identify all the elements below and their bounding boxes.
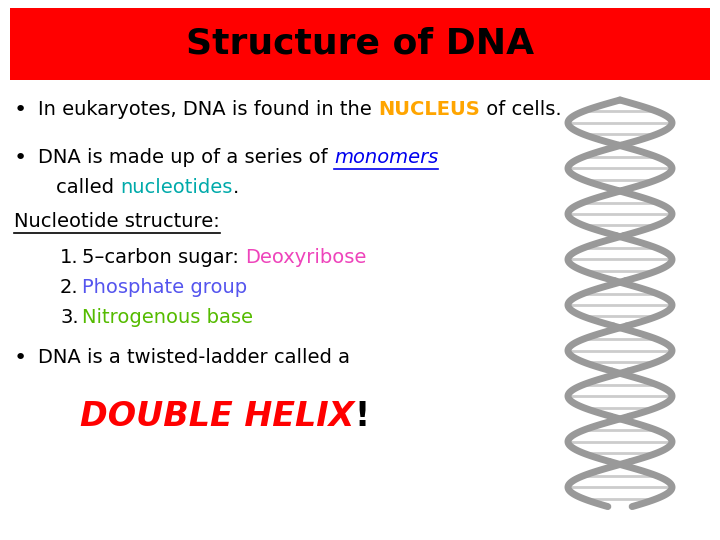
Text: .: . [233,178,239,197]
Text: •: • [14,348,27,368]
Text: 3.: 3. [60,308,78,327]
Text: called: called [56,178,120,197]
Text: •: • [14,148,27,168]
Text: Nitrogenous base: Nitrogenous base [82,308,253,327]
Text: DNA is made up of a series of: DNA is made up of a series of [38,148,334,167]
Text: DOUBLE HELIX: DOUBLE HELIX [80,400,354,433]
Text: nucleotides: nucleotides [120,178,233,197]
Text: NUCLEUS: NUCLEUS [378,100,480,119]
Text: !: ! [354,400,369,433]
Text: DNA is a twisted-ladder called a: DNA is a twisted-ladder called a [38,348,350,367]
Text: Structure of DNA: Structure of DNA [186,27,534,61]
Text: 2.: 2. [60,278,78,297]
Text: 1.: 1. [60,248,78,267]
Text: Deoxyribose: Deoxyribose [245,248,366,267]
Text: In eukaryotes, DNA is found in the: In eukaryotes, DNA is found in the [38,100,378,119]
FancyBboxPatch shape [10,8,710,80]
Text: Phosphate group: Phosphate group [82,278,247,297]
Text: 5–carbon sugar:: 5–carbon sugar: [82,248,245,267]
Text: Nucleotide structure:: Nucleotide structure: [14,212,220,231]
Text: monomers: monomers [334,148,438,167]
Text: •: • [14,100,27,120]
Text: of cells.: of cells. [480,100,562,119]
